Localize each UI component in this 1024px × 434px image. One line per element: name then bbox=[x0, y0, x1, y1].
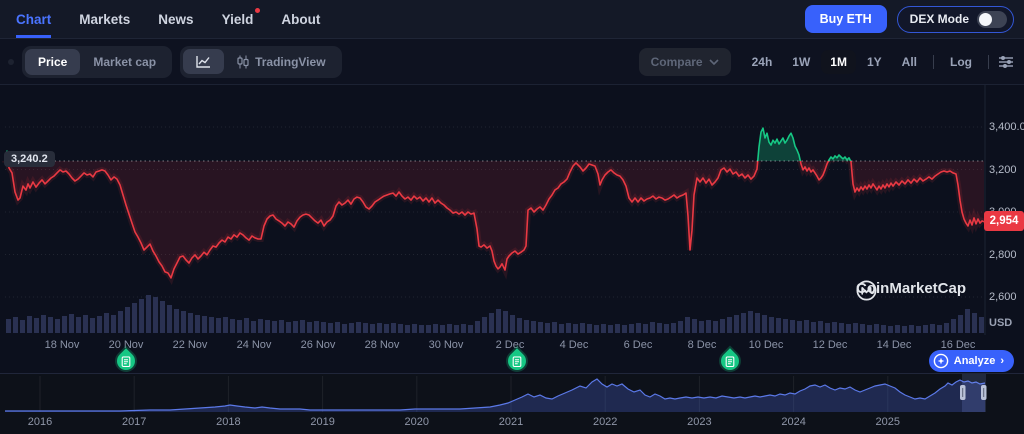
date-axis-row: 18 Nov 20 Nov 22 Nov 24 Nov 26 Nov 28 Nov 30 N… bbox=[0, 335, 1024, 374]
tradingview-label: TradingView bbox=[255, 54, 326, 69]
date-tick: 16 Dec bbox=[940, 339, 976, 351]
date-tick: 6 Dec bbox=[623, 339, 653, 351]
price-marketcap-switch: Price Market cap bbox=[22, 45, 173, 78]
chart-type-switch: TradingView bbox=[180, 45, 342, 78]
time-range-group: 24h 1W 1M 1Y All Log bbox=[743, 49, 1016, 74]
chevron-down-icon bbox=[709, 58, 719, 65]
compare-label: Compare bbox=[650, 54, 703, 69]
year-tick: 2021 bbox=[498, 416, 524, 428]
date-tick: 20 Nov bbox=[108, 339, 144, 351]
document-icon bbox=[512, 355, 522, 367]
line-chart-type-button[interactable] bbox=[183, 49, 225, 74]
year-tick: 2023 bbox=[687, 416, 712, 428]
y-axis-tick: 2,800 bbox=[989, 248, 1017, 261]
tradingview-chart-type-button[interactable]: TradingView bbox=[224, 49, 338, 75]
metric-tab-market-cap[interactable]: Market cap bbox=[93, 54, 157, 69]
y-axis-tick: 2,600 bbox=[989, 291, 1017, 303]
year-tick: 2016 bbox=[27, 416, 53, 428]
ai-sparkle-icon bbox=[933, 353, 949, 369]
reference-price-badge: 3,240.2 bbox=[4, 150, 55, 167]
top-navigation-bar: Chart Markets News Yield About Buy ETH DEX M… bbox=[0, 0, 1024, 39]
date-tick: 28 Nov bbox=[364, 339, 400, 351]
navigator-handle[interactable] bbox=[981, 385, 987, 400]
year-tick: 2025 bbox=[875, 416, 901, 428]
buy-eth-button[interactable]: Buy ETH bbox=[804, 5, 887, 33]
toolbar-right: Compare 24h 1W 1M 1Y All Log bbox=[638, 47, 1016, 76]
last-price-badge: 2,954 bbox=[984, 210, 1024, 231]
watermark-text: CoinMarketCap bbox=[856, 280, 967, 297]
range-button-all[interactable]: All bbox=[901, 54, 917, 69]
y-axis-tick: 3,200 bbox=[989, 163, 1017, 176]
toggle-knob bbox=[979, 12, 992, 26]
page-tabs: Chart Markets News Yield About bbox=[16, 0, 320, 38]
date-tick: 12 Dec bbox=[812, 339, 848, 351]
range-button-1m[interactable]: 1M bbox=[821, 49, 856, 74]
chart-toolbar: Price Market cap TradingView Compare 24h 1… bbox=[0, 39, 1024, 84]
new-badge-dot bbox=[255, 8, 261, 13]
date-tick: 8 Dec bbox=[687, 339, 717, 351]
navigator-svg bbox=[5, 374, 987, 412]
year-tick: 2020 bbox=[404, 416, 430, 428]
divider bbox=[988, 54, 989, 69]
news-event-pin[interactable] bbox=[113, 348, 139, 374]
range-button-1y[interactable]: 1Y bbox=[866, 54, 882, 69]
dex-mode-label: DEX Mode bbox=[909, 12, 969, 26]
date-tick: 24 Nov bbox=[236, 339, 272, 351]
navigator-handle[interactable] bbox=[960, 385, 966, 400]
analyze-button[interactable]: Analyze › bbox=[928, 350, 1014, 372]
tab-news[interactable]: News bbox=[158, 11, 194, 27]
date-tick: 30 Nov bbox=[428, 339, 464, 351]
line-chart-icon bbox=[196, 56, 211, 68]
coinmarketcap-logo-icon bbox=[856, 280, 877, 301]
year-tick: 2018 bbox=[216, 416, 241, 428]
range-button-24h[interactable]: 24h bbox=[751, 54, 773, 69]
currency-unit-label: USD bbox=[989, 317, 1013, 329]
history-navigator[interactable]: 2016 2017 2018 2019 2020 2021 2022 2023 2024 2025 bbox=[0, 373, 1024, 434]
document-icon bbox=[725, 355, 735, 367]
date-tick: 18 Nov bbox=[44, 339, 80, 351]
year-tick: 2024 bbox=[781, 416, 806, 428]
news-event-pin[interactable] bbox=[504, 348, 530, 374]
date-tick: 4 Dec bbox=[559, 339, 589, 351]
news-event-pin[interactable] bbox=[717, 348, 743, 374]
date-tick: 14 Dec bbox=[876, 339, 912, 351]
range-button-1w[interactable]: 1W bbox=[792, 54, 811, 69]
chart-settings-button[interactable] bbox=[996, 53, 1016, 71]
chevron-right-icon: › bbox=[1000, 355, 1004, 367]
date-tick: 22 Nov bbox=[172, 339, 208, 351]
divider bbox=[933, 54, 934, 69]
top-right-controls: Buy ETH DEX Mode bbox=[804, 0, 1014, 38]
tab-yield[interactable]: Yield bbox=[222, 0, 261, 38]
date-tick: 26 Nov bbox=[300, 339, 336, 351]
metric-tab-price[interactable]: Price bbox=[25, 48, 81, 75]
tab-about[interactable]: About bbox=[281, 11, 321, 27]
candlestick-icon bbox=[237, 55, 249, 68]
compare-button[interactable]: Compare bbox=[638, 47, 731, 76]
coinmarketcap-watermark: CoinMarketCap bbox=[856, 280, 967, 301]
tab-markets[interactable]: Markets bbox=[79, 11, 131, 27]
dex-mode-switch[interactable] bbox=[977, 10, 1007, 28]
toolbar-left: Price Market cap TradingView bbox=[22, 45, 342, 78]
sliders-icon bbox=[999, 55, 1013, 68]
price-chart-svg bbox=[2, 85, 986, 335]
document-icon bbox=[121, 355, 131, 367]
dex-mode-toggle-pill[interactable]: DEX Mode bbox=[896, 5, 1014, 33]
year-tick: 2017 bbox=[121, 416, 147, 428]
y-axis-tick: 3,400.0 bbox=[989, 121, 1024, 133]
year-tick: 2022 bbox=[592, 416, 618, 428]
tab-chart[interactable]: Chart bbox=[16, 0, 52, 38]
date-tick: 10 Dec bbox=[748, 339, 784, 351]
analyze-label: Analyze bbox=[953, 355, 996, 367]
date-tick: 2 Dec bbox=[495, 339, 525, 351]
year-tick: 2019 bbox=[310, 416, 335, 428]
log-scale-button[interactable]: Log bbox=[950, 54, 972, 69]
